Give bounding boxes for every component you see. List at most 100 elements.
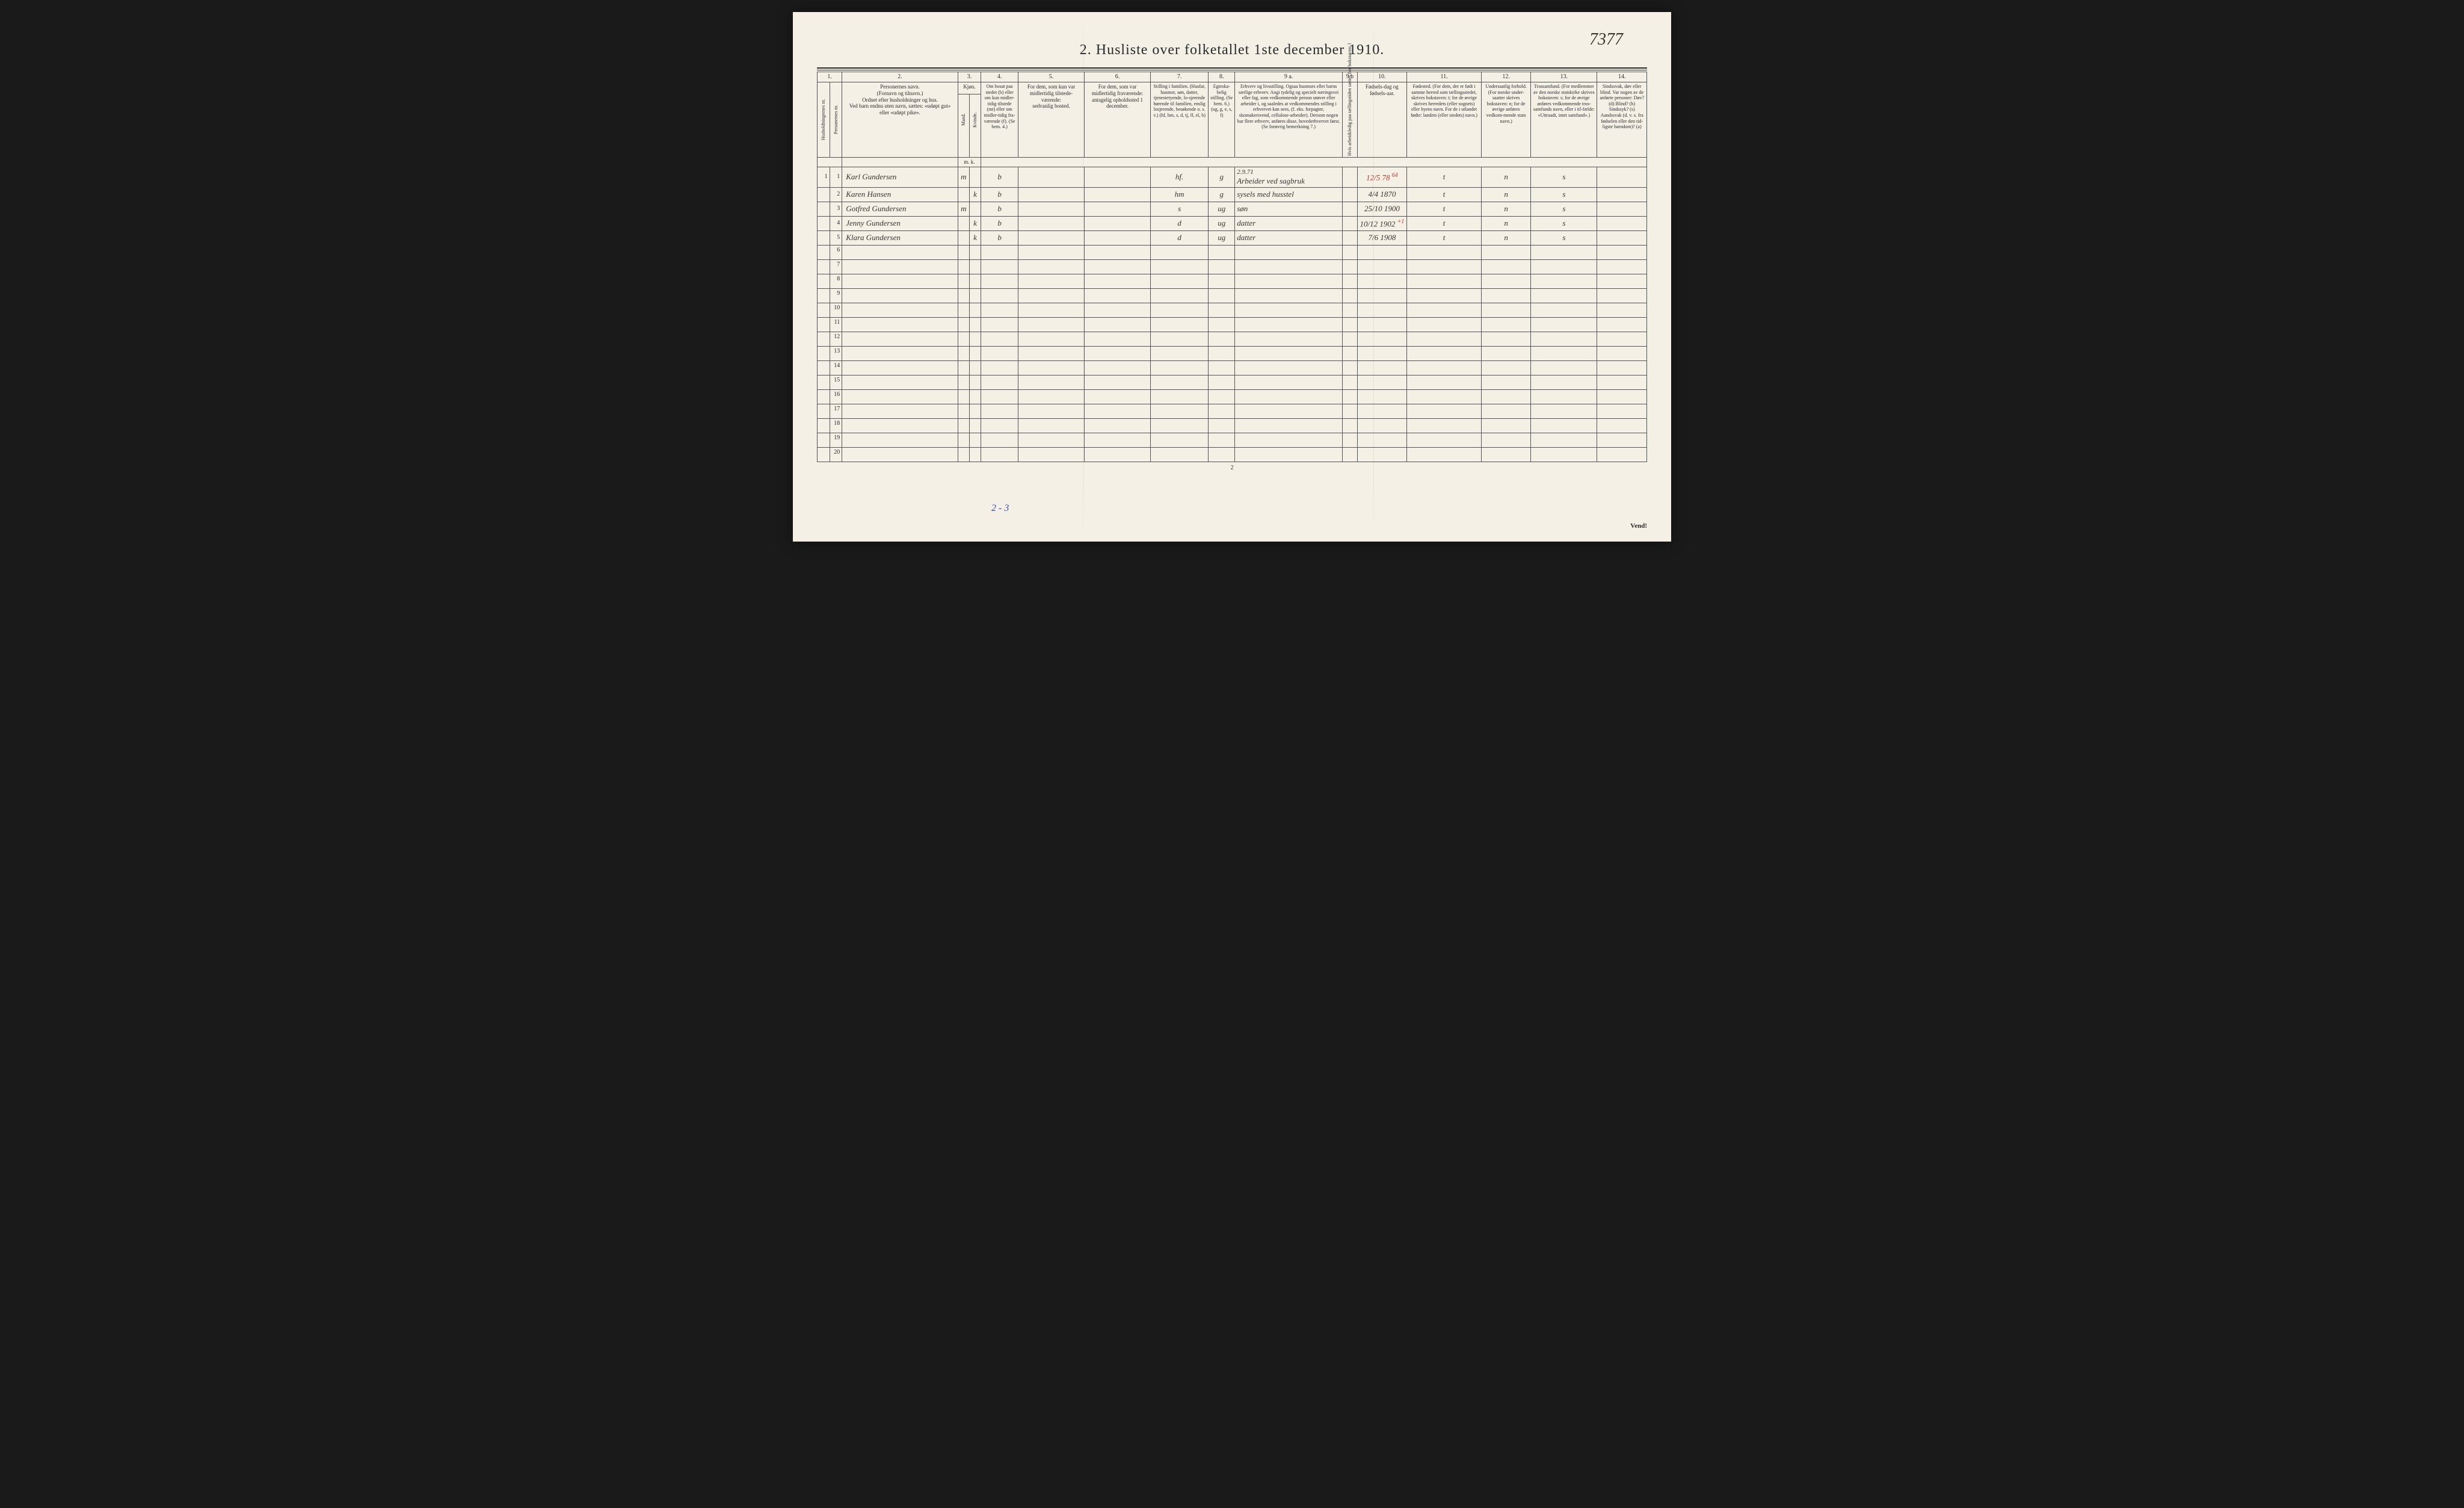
cell-birthplace	[1407, 259, 1482, 274]
cell-pn: 13	[830, 346, 842, 360]
table-row: 15	[818, 375, 1647, 389]
cell-hh: 1	[818, 167, 830, 187]
data-rows: 11Karl Gundersenmbhf.g2.9.71Arbeider ved…	[818, 167, 1647, 245]
cell-sex-m	[958, 303, 969, 317]
hdr-name: Personernes navn. (Fornavn og tilnavn.) …	[842, 82, 958, 158]
cell-name	[842, 418, 958, 433]
table-row: 18	[818, 418, 1647, 433]
cell-hh	[818, 288, 830, 303]
colnum-7: 7.	[1151, 72, 1209, 82]
cell-occupation: datter	[1235, 216, 1343, 230]
cell-occupation	[1235, 389, 1343, 404]
cell-dob	[1357, 433, 1406, 447]
cell-religion	[1531, 418, 1597, 433]
cell-religion	[1531, 245, 1597, 259]
cell-disability	[1597, 303, 1647, 317]
cell-pn: 14	[830, 360, 842, 375]
cell-res	[981, 259, 1018, 274]
cell-dob	[1357, 447, 1406, 462]
cell-disability	[1597, 274, 1647, 288]
cell-res	[981, 389, 1018, 404]
cell-disability	[1597, 418, 1647, 433]
cell-marital	[1209, 389, 1235, 404]
cell-unemployed	[1342, 418, 1357, 433]
cell-disability	[1597, 360, 1647, 375]
cell-nationality	[1481, 317, 1530, 332]
cell-dob: 4/4 1870	[1357, 187, 1406, 202]
cell-religion: s	[1531, 187, 1597, 202]
cell-away-dec	[1085, 288, 1151, 303]
cell-religion	[1531, 389, 1597, 404]
cell-dob: 10/12 1902 +1	[1357, 216, 1406, 230]
table-row: 19	[818, 433, 1647, 447]
cell-sex-m	[958, 404, 969, 418]
cell-disability	[1597, 216, 1647, 230]
cell-sex-m	[958, 317, 969, 332]
cell-res	[981, 447, 1018, 462]
cell-occupation	[1235, 375, 1343, 389]
cell-unemployed	[1342, 346, 1357, 360]
cell-fam	[1151, 433, 1209, 447]
table-row: 9	[818, 288, 1647, 303]
cell-res	[981, 303, 1018, 317]
cell-nationality	[1481, 433, 1530, 447]
colnum-13: 13.	[1531, 72, 1597, 82]
cell-unemployed	[1342, 202, 1357, 216]
hdr-pn: Personernes nr.	[830, 82, 842, 158]
cell-away-dec	[1085, 447, 1151, 462]
cell-marital	[1209, 447, 1235, 462]
table-row: 3Gotfred Gundersenmbsugsøn25/10 1900tns	[818, 202, 1647, 216]
cell-sex-m	[958, 447, 969, 462]
cell-occupation	[1235, 259, 1343, 274]
cell-birthplace	[1407, 303, 1482, 317]
cell-nationality: n	[1481, 167, 1530, 187]
cell-fam	[1151, 346, 1209, 360]
cell-name: Klara Gundersen	[842, 230, 958, 245]
colnum-4: 4.	[981, 72, 1018, 82]
cell-res: b	[981, 202, 1018, 216]
cell-birthplace: t	[1407, 167, 1482, 187]
cell-sex-m	[958, 332, 969, 346]
cell-hh	[818, 332, 830, 346]
cell-away-dec	[1085, 202, 1151, 216]
cell-dob	[1357, 404, 1406, 418]
cell-religion	[1531, 375, 1597, 389]
cell-name	[842, 375, 958, 389]
cell-sex-k	[969, 167, 981, 187]
cell-religion: s	[1531, 230, 1597, 245]
cell-sex-m	[958, 346, 969, 360]
cell-religion	[1531, 317, 1597, 332]
cell-occupation	[1235, 418, 1343, 433]
cell-marital	[1209, 317, 1235, 332]
cell-unemployed	[1342, 245, 1357, 259]
cell-disability	[1597, 404, 1647, 418]
cell-res: b	[981, 216, 1018, 230]
cell-away-usual	[1018, 360, 1085, 375]
table-row: 8	[818, 274, 1647, 288]
cell-sex-k: k	[969, 230, 981, 245]
cell-away-usual	[1018, 274, 1085, 288]
cell-fam	[1151, 418, 1209, 433]
colnum-3: 3.	[958, 72, 981, 82]
cell-unemployed	[1342, 216, 1357, 230]
cell-unemployed	[1342, 167, 1357, 187]
cell-hh	[818, 303, 830, 317]
cell-away-usual	[1018, 259, 1085, 274]
cell-nationality	[1481, 360, 1530, 375]
cell-pn: 16	[830, 389, 842, 404]
cell-birthplace	[1407, 346, 1482, 360]
hdr-sex-m: Mand.	[958, 94, 969, 157]
cell-sex-k	[969, 375, 981, 389]
cell-res	[981, 433, 1018, 447]
cell-dob	[1357, 303, 1406, 317]
cell-pn: 7	[830, 259, 842, 274]
cell-fam	[1151, 274, 1209, 288]
cell-hh	[818, 216, 830, 230]
cell-hh	[818, 259, 830, 274]
cell-sex-k	[969, 288, 981, 303]
cell-disability	[1597, 346, 1647, 360]
cell-away-dec	[1085, 346, 1151, 360]
cell-name	[842, 317, 958, 332]
header-row: Husholdningernes nr. Personernes nr. Per…	[818, 82, 1647, 94]
cell-pn: 17	[830, 404, 842, 418]
